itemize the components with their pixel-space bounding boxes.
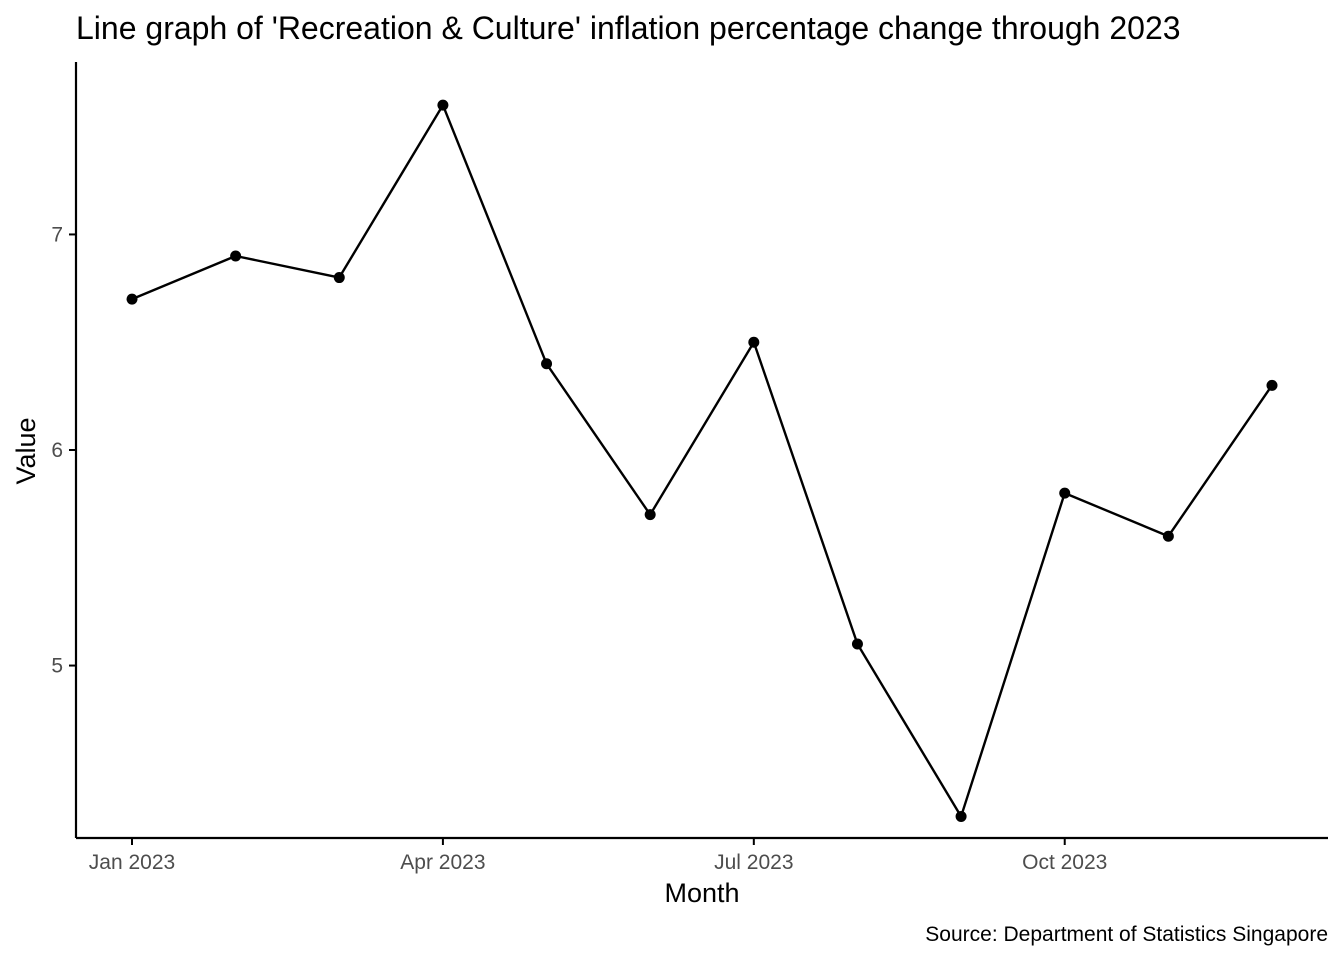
data-point — [644, 509, 656, 521]
data-point — [851, 638, 863, 650]
y-tick-label: 5 — [51, 655, 63, 678]
y-axis-ticks: 5 6 7 — [51, 223, 76, 678]
data-point — [748, 336, 760, 348]
x-axis-title: Month — [664, 878, 739, 908]
data-point — [126, 293, 138, 305]
data-point — [333, 272, 345, 284]
data-point — [541, 358, 553, 370]
x-tick-label: Oct 2023 — [1022, 851, 1107, 874]
chart-caption: Source: Department of Statistics Singapo… — [925, 923, 1328, 946]
x-tick-label: Apr 2023 — [400, 851, 485, 874]
x-tick-label: Jul 2023 — [714, 851, 793, 874]
data-point — [1162, 530, 1174, 542]
data-point — [955, 810, 967, 822]
x-axis-ticks: Jan 2023 Apr 2023 Jul 2023 Oct 2023 — [89, 838, 1107, 874]
data-point — [1266, 379, 1278, 391]
data-point — [437, 99, 449, 111]
chart-title: Line graph of 'Recreation & Culture' inf… — [76, 10, 1181, 46]
y-tick-label: 6 — [51, 439, 63, 462]
series-points — [126, 99, 1278, 822]
data-point — [1059, 487, 1071, 499]
y-axis-title: Value — [11, 417, 41, 484]
x-tick-label: Jan 2023 — [89, 851, 175, 874]
series-line — [131, 103, 1273, 818]
data-point — [230, 250, 242, 262]
y-tick-label: 7 — [51, 223, 63, 246]
